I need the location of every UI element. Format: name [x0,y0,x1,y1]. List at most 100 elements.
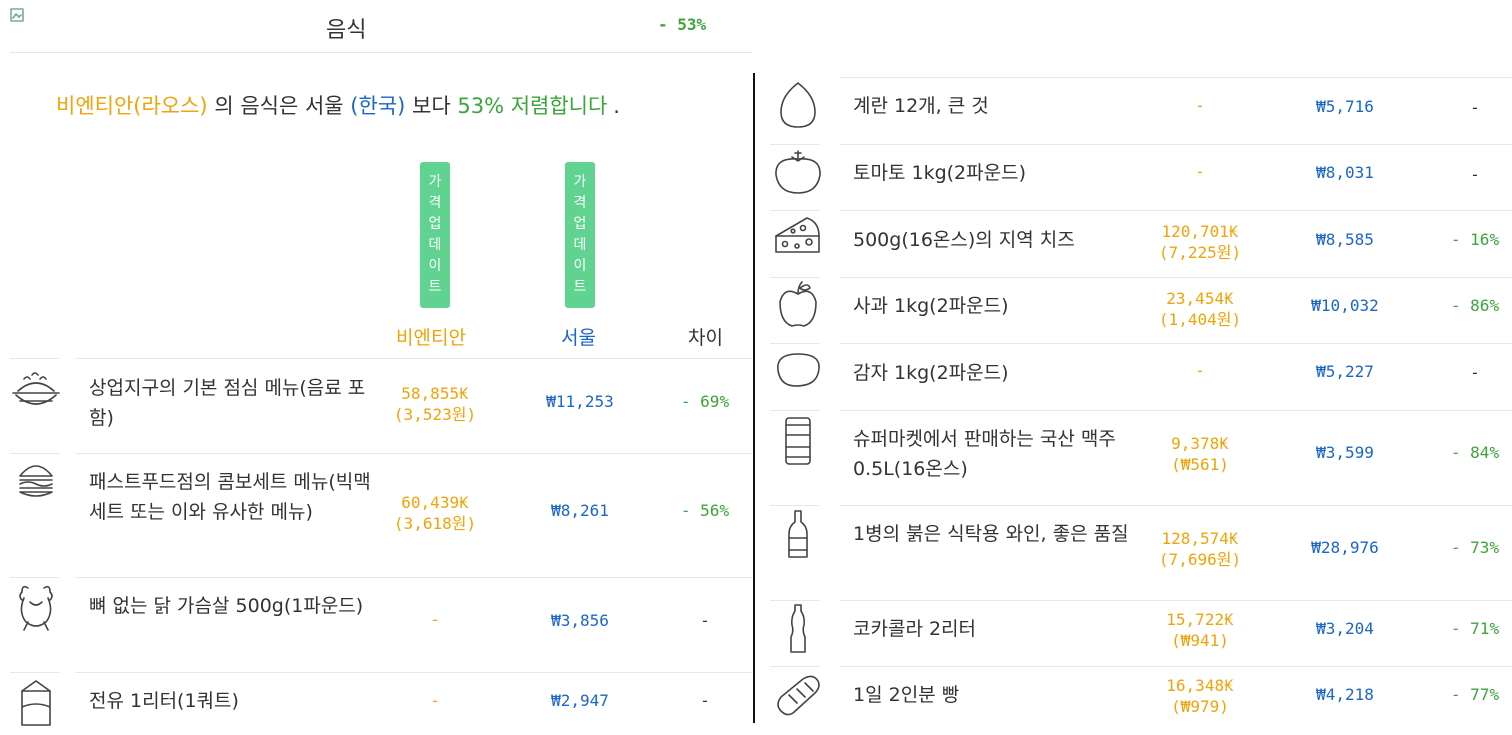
price-diff: - 73% [1450,538,1500,557]
price-city-b: ₩3,856 [551,611,609,630]
price-city-b: ₩2,947 [551,691,609,710]
bread-icon [768,673,828,719]
price-city-a: 120,701₭ (7,225원) [1125,221,1275,263]
row-divider [770,505,820,506]
update-price-button-city-a[interactable]: 가 격 업 데 이 트 [420,162,450,308]
table-row: 1일 2인분 빵 16,348₭ (₩979) ₩4,218 - 77% [760,667,1512,735]
row-divider [770,600,820,601]
item-name: 토마토 1kg(2파운드) [853,162,1026,184]
row-divider [75,453,752,454]
price-a-converted: (7,696원) [1158,550,1242,569]
row-divider [75,358,752,359]
update-char: 이 [573,258,587,274]
column-header-diff: 차이 [688,327,723,349]
price-a-main: 16,348₭ [1166,676,1234,695]
row-divider [770,210,820,211]
header-divider [10,52,752,53]
table-row: 전유 1리터(1쿼트) - ₩2,947 - [0,673,752,735]
update-price-button-city-b[interactable]: 가 격 업 데 이 트 [565,162,595,308]
row-divider [770,343,820,344]
summary-city-a[interactable]: 비엔티안(라오스) [56,94,208,118]
update-char: 이 [428,258,442,274]
row-divider [840,600,1512,601]
table-row: 뼈 없는 닭 가슴살 500g(1파운드) - ₩3,856 - [0,578,752,672]
row-divider [770,410,820,411]
item-name: 감자 1kg(2파운드) [853,362,1009,384]
price-a-converted: (7,225원) [1158,243,1242,262]
item-name: 전유 1리터(1쿼트) [89,690,239,712]
summary-sentence: 비엔티안(라오스) 의 음식은 서울 (한국) 보다 53% 저렴합니다. [56,90,620,120]
summary-city-b[interactable]: (한국) [350,94,406,118]
price-a-main: 120,701₭ [1161,222,1239,241]
item-name: 상업지구의 기본 점심 메뉴(음료 포함) [89,377,366,429]
update-char: 격 [573,195,587,211]
price-city-a: 58,855₭ (3,523원) [360,383,510,425]
price-diff: - 16% [1450,230,1500,249]
price-diff: - [1470,165,1480,184]
row-divider [75,672,752,673]
price-city-a: 9,378₭ (₩561) [1125,433,1275,475]
row-divider [840,410,1512,411]
price-a-converted: (₩979) [1171,697,1229,716]
cheese-icon [768,214,828,256]
price-diff: - 77% [1450,685,1500,704]
price-a-main: - [1195,96,1205,115]
table-row: 계란 12개, 큰 것 - ₩5,716 - [760,78,1512,144]
section-diff: - 53% [658,15,707,34]
item-name: 뼈 없는 닭 가슴살 500g(1파운드) [89,595,364,617]
row-divider [840,505,1512,506]
price-diff: - [1470,363,1480,382]
price-city-b: ₩10,032 [1311,296,1379,315]
item-name: 1일 2인분 빵 [853,684,960,706]
lunch-plate-icon [8,365,64,411]
item-name: 계란 12개, 큰 것 [853,95,989,117]
item-name: 500g(16온스)의 지역 치즈 [853,229,1075,251]
price-a-main: 58,855₭ [401,384,469,403]
egg-icon [768,80,828,130]
wine-bottle-icon [768,508,828,560]
column-header-city-a: 비엔티안 [396,327,466,349]
price-city-b: ₩3,204 [1316,619,1374,638]
row-divider [770,277,820,278]
price-a-main: 128,574₭ [1161,529,1239,548]
row-divider [10,358,60,359]
table-row: 사과 1kg(2파운드) 23,454₭ (1,404원) ₩10,032 - … [760,278,1512,343]
table-row: 500g(16온스)의 지역 치즈 120,701₭ (7,225원) ₩8,5… [760,211,1512,277]
row-divider [10,672,60,673]
row-divider [840,77,1512,78]
price-diff: - 71% [1450,619,1500,638]
summary-percent: 53% 저렴합니다 [457,94,608,118]
update-char: 데 [428,237,442,253]
price-a-main: 9,378₭ [1171,434,1229,453]
row-divider [840,210,1512,211]
update-char: 격 [428,195,442,211]
price-city-a: 128,574₭ (7,696원) [1125,528,1275,570]
table-row: 감자 1kg(2파운드) - ₩5,227 - [760,344,1512,410]
item-name: 1병의 붉은 식탁용 와인, 좋은 품질 [853,523,1129,545]
price-diff: - 56% [680,501,730,520]
price-a-main: 60,439₭ [401,493,469,512]
price-city-a: - [1125,161,1275,182]
table-row: 패스트푸드점의 콤보세트 메뉴(빅맥세트 또는 이와 유사한 메뉴) 60,43… [0,454,752,577]
summary-text-1: 의 음식은 서울 [214,94,344,118]
beer-can-icon [768,415,828,467]
table-row: 코카콜라 2리터 15,722₭ (₩941) ₩3,204 - 71% [760,601,1512,666]
price-a-main: 15,722₭ [1166,610,1234,629]
price-city-b: ₩28,976 [1311,538,1379,557]
price-city-b: ₩5,716 [1316,97,1374,116]
price-city-b: ₩4,218 [1316,685,1374,704]
potato-icon [768,350,828,390]
summary-text-2: 보다 [412,94,451,118]
price-city-a: - [1125,95,1275,116]
price-a-converted: (₩941) [1171,631,1229,650]
price-diff: - 69% [680,392,730,411]
update-char: 가 [573,174,587,190]
price-a-main: - [430,691,440,710]
column-header-city-b: 서울 [561,327,596,349]
price-a-main: - [1195,361,1205,380]
tomato-icon [768,147,828,195]
price-city-a: 60,439₭ (3,618원) [360,492,510,534]
price-city-a: 23,454₭ (1,404원) [1125,288,1275,330]
row-divider [840,666,1512,667]
price-a-converted: (1,404원) [1158,310,1242,329]
